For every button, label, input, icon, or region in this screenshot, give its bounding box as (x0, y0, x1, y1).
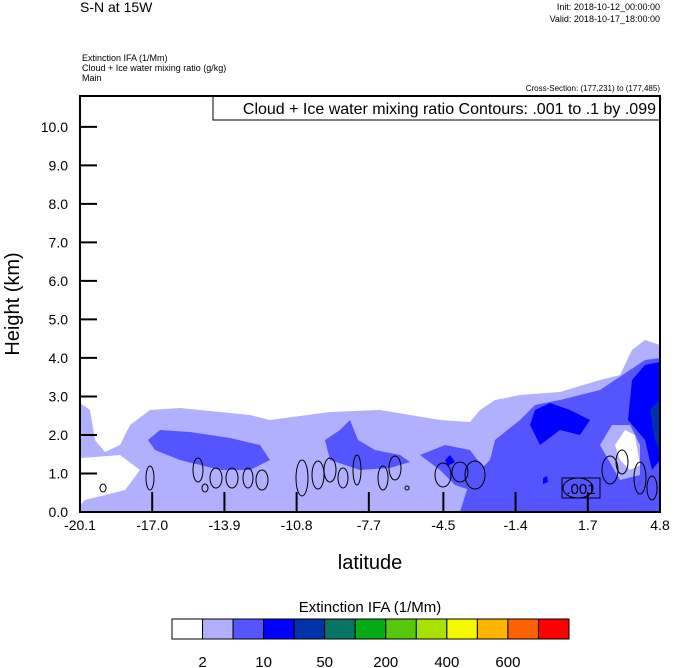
contour-line (145, 465, 155, 491)
contour-line (646, 475, 658, 501)
y-tick-label: 4.0 (49, 350, 69, 366)
contour-label: .001 (566, 481, 595, 498)
contour-line (633, 461, 647, 495)
y-tick-label: 6.0 (49, 273, 69, 289)
valid-time: Valid: 2018-10-17_18:00:00 (550, 14, 660, 24)
colorbar-swatch (385, 618, 417, 640)
contour-label-box (561, 477, 601, 499)
contour-line (311, 460, 325, 490)
colorbar-label: 600 (495, 654, 520, 668)
y-tick-label: 10.0 (41, 119, 68, 135)
colorbar-swatch (324, 618, 356, 640)
extinction-region (628, 362, 660, 470)
extinction-fill (80, 340, 660, 512)
contour-line (388, 455, 402, 481)
chart-title: S-N at 15W (80, 0, 153, 15)
contour-line (404, 485, 410, 491)
colorbar-title: Extinction IFA (1/Mm) (299, 599, 442, 616)
colorbar-swatch (446, 618, 478, 640)
cross-section-label: Cross-Section: (177,231) to (177,485) (526, 84, 661, 93)
y-tick-label: 2.0 (49, 427, 69, 443)
contour-info: Cloud + Ice water mixing ratio Contours:… (243, 101, 656, 118)
field-label-3: Main (82, 73, 102, 83)
extinction-region (530, 403, 590, 445)
contour-info-box (212, 95, 661, 121)
extinction-region (460, 358, 660, 512)
x-tick-label: -10.8 (281, 517, 313, 533)
contour-line (209, 467, 223, 489)
colorbar-label: 200 (373, 654, 398, 668)
contour-line (615, 449, 629, 475)
x-tick-label: -7.7 (357, 517, 381, 533)
extinction-region (650, 400, 660, 450)
contour-line (464, 460, 486, 490)
y-tick-label: 9.0 (49, 157, 69, 173)
contour-line (434, 462, 452, 488)
contour-line (352, 454, 362, 486)
field-label-1: Extinction IFA (1/Mm) (82, 53, 168, 63)
x-tick-label: -1.4 (504, 517, 528, 533)
colorbar-swatch (537, 618, 570, 640)
y-tick-label: 0.0 (49, 504, 69, 520)
extinction-region (325, 420, 410, 470)
colorbar-label: 50 (316, 654, 333, 668)
contour-line (451, 461, 469, 483)
colorbar-label: 10 (255, 654, 272, 668)
x-axis-label: latitude (338, 552, 403, 574)
colorbar-swatch (354, 618, 387, 640)
contour-line (192, 457, 204, 483)
colorbar-swatch (293, 618, 326, 640)
contour-line (242, 467, 254, 489)
contour-line (225, 467, 239, 489)
colorbar-swatch (415, 618, 448, 640)
y-tick-label: 1.0 (49, 465, 69, 481)
colorbar: 2 10 50 200 400 600 (171, 618, 570, 668)
contour-line (337, 467, 349, 489)
y-tick-label: 3.0 (49, 388, 69, 404)
colorbar-swatch (171, 618, 204, 640)
colorbar-swatch (507, 618, 539, 640)
field-label-2: Cloud + Ice water mixing ratio (g/kg) (82, 63, 226, 73)
colorbar-swatch (476, 618, 509, 640)
colorbar-swatch (232, 618, 265, 640)
contour-line (99, 483, 107, 493)
plot-frame (79, 95, 661, 513)
extinction-region (543, 476, 548, 484)
x-tick-label: -13.9 (208, 517, 240, 533)
colorbar-swatch (263, 618, 295, 640)
colorbar-swatch (202, 618, 234, 640)
extinction-region (445, 455, 455, 466)
contour-line (295, 459, 309, 497)
extinction-region (80, 455, 140, 505)
mixing-ratio-contours (99, 449, 658, 501)
extinction-region (148, 430, 270, 470)
y-tick-label: 8.0 (49, 196, 69, 212)
y-axis-label: Height (km) (2, 252, 24, 355)
contour-line (201, 483, 209, 493)
x-tick-label: -17.0 (136, 517, 168, 533)
init-time: Init: 2018-10-12_00:00:00 (557, 2, 660, 12)
y-tick-label: 5.0 (49, 311, 69, 327)
y-tick-label: 7.0 (49, 234, 69, 250)
x-tick-label: 1.7 (578, 517, 598, 533)
axes: -20.1 -17.0 -13.9 -10.8 -7.7 -4.5 -1.4 1.7 4.8 0.… (41, 119, 670, 533)
x-tick-label: -4.5 (431, 517, 455, 533)
colorbar-label: 2 (198, 654, 206, 668)
contour-line (377, 465, 389, 491)
x-tick-label: 4.8 (650, 517, 670, 533)
colorbar-label: 400 (434, 654, 459, 668)
extinction-region (615, 430, 640, 470)
contour-line (323, 457, 337, 483)
x-tick-label: -20.1 (64, 517, 96, 533)
contour-line (255, 469, 269, 491)
